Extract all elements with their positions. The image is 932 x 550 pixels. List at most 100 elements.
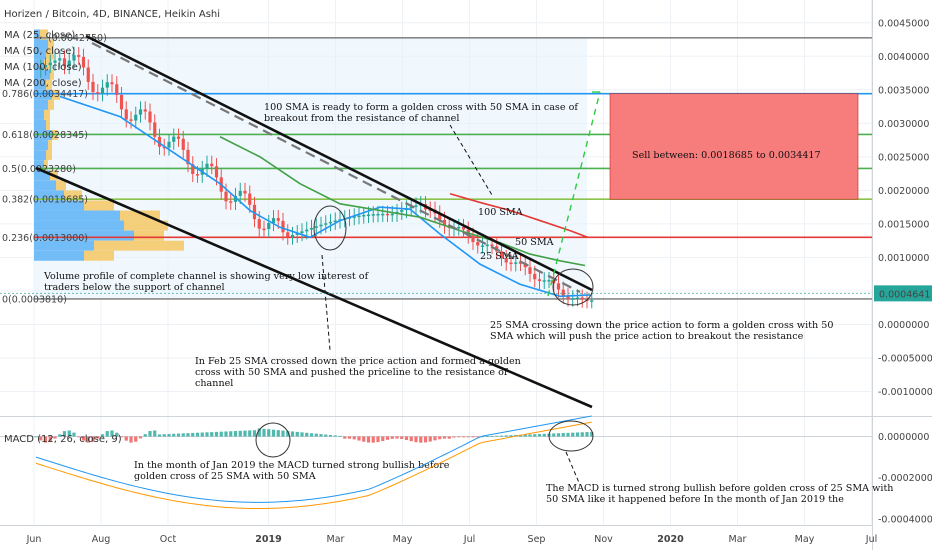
candle-body bbox=[381, 213, 385, 216]
annotation-text: channel bbox=[195, 378, 233, 389]
candle-body bbox=[67, 60, 71, 67]
macd-histogram-bar bbox=[281, 430, 285, 437]
annotation-text: 100 SMA is ready to form a golden cross … bbox=[264, 102, 579, 113]
macd-histogram-bar bbox=[210, 432, 214, 437]
candle-body bbox=[205, 163, 209, 169]
vp-bar-yellow bbox=[94, 240, 184, 251]
macd-histogram-bar bbox=[452, 436, 456, 438]
macd-histogram-bar bbox=[485, 436, 489, 437]
macd-histogram-bar bbox=[295, 431, 299, 437]
macd-histogram-bar bbox=[39, 436, 43, 441]
macd-histogram-bar bbox=[181, 433, 185, 437]
sell-zone-label: Sell between: 0.0018685 to 0.0034417 bbox=[632, 150, 821, 161]
macd-histogram-bar bbox=[129, 436, 133, 443]
candle-body bbox=[442, 219, 447, 226]
vp-bar-blue bbox=[34, 250, 84, 261]
price-tick: 0.0040000 bbox=[878, 52, 929, 63]
time-tick: May bbox=[795, 534, 815, 545]
macd-histogram-bar bbox=[143, 434, 147, 437]
candle-body bbox=[537, 279, 542, 282]
pointer-feb bbox=[321, 254, 331, 351]
vp-bar-yellow bbox=[48, 140, 52, 151]
macd-histogram-bar bbox=[381, 436, 385, 442]
macd-histogram-bar bbox=[347, 436, 352, 439]
macd-histogram-bar bbox=[115, 432, 119, 437]
candle-body bbox=[167, 141, 171, 148]
candle-body bbox=[129, 119, 133, 121]
candle-body bbox=[409, 206, 413, 209]
macd-histogram-bar bbox=[105, 431, 109, 437]
vp-bar-blue bbox=[34, 230, 134, 241]
vp-bar-yellow bbox=[124, 220, 168, 231]
candle-body bbox=[96, 92, 100, 94]
fib-top-label: (0.0042750) bbox=[48, 33, 107, 44]
annotation-text: In Feb 25 SMA crossed down the price act… bbox=[195, 356, 521, 367]
vp-bar-yellow bbox=[84, 200, 114, 211]
ma-legend-item: MA (50, close) bbox=[4, 46, 75, 57]
macd-line bbox=[35, 415, 592, 503]
macd-histogram-bar bbox=[91, 436, 95, 442]
sell-zone[interactable] bbox=[609, 93, 859, 200]
macd-signal-line bbox=[35, 421, 592, 510]
candle-body bbox=[124, 109, 128, 120]
ma-legend-item: MA (25, close) bbox=[4, 30, 75, 41]
candle-body bbox=[48, 62, 52, 66]
candle-body bbox=[504, 258, 508, 263]
macd-histogram-bar bbox=[238, 430, 242, 437]
macd-histogram-bar bbox=[262, 428, 266, 437]
vp-bar-yellow bbox=[46, 79, 52, 90]
annotation-text: cross with 50 SMA and pushed the priceli… bbox=[195, 367, 509, 378]
candle-body bbox=[39, 67, 43, 70]
macd-histogram-bar bbox=[219, 431, 223, 437]
vp-bar-blue bbox=[34, 200, 84, 211]
price-tick: 0.0025000 bbox=[878, 152, 929, 163]
macd-histogram-bar bbox=[371, 436, 375, 443]
macd-histogram-bar bbox=[172, 433, 176, 437]
candle-body bbox=[533, 273, 537, 280]
macd-histogram-bar bbox=[48, 436, 52, 442]
macd-histogram-bar bbox=[566, 432, 570, 437]
macd-histogram-bar bbox=[471, 436, 475, 438]
macd-histogram-bar bbox=[191, 432, 195, 437]
candle-body bbox=[281, 220, 285, 233]
annotation-text: SMA which will push the price action to … bbox=[490, 331, 804, 342]
channel-support bbox=[35, 166, 593, 409]
candle-body bbox=[110, 82, 114, 85]
time-tick: Nov bbox=[594, 534, 613, 545]
current-price-badge bbox=[874, 285, 932, 302]
annotation-text: The MACD is turned strong bullish before… bbox=[546, 483, 893, 494]
vp-bar-blue bbox=[34, 190, 64, 201]
macd-histogram-bar bbox=[357, 436, 361, 441]
candle-body bbox=[509, 262, 513, 265]
candle-body bbox=[267, 223, 271, 230]
vp-bar-yellow bbox=[46, 119, 50, 130]
macd-histogram-bar bbox=[414, 436, 418, 443]
annotation-text: traders below the support of channel bbox=[44, 282, 225, 293]
macd-histogram-bar bbox=[362, 436, 366, 442]
macd-histogram-bar bbox=[53, 436, 57, 439]
candle-body bbox=[210, 163, 214, 167]
vp-bar-yellow bbox=[84, 250, 114, 261]
vp-bar-yellow bbox=[56, 180, 66, 191]
drawings bbox=[35, 34, 601, 409]
candle-body bbox=[590, 300, 594, 302]
macd-histogram-bar bbox=[390, 436, 394, 439]
candle-body bbox=[490, 244, 494, 247]
candle-body bbox=[566, 295, 570, 299]
candle-body bbox=[105, 82, 109, 88]
time-tick: Aug bbox=[92, 534, 111, 545]
vp-bar-yellow bbox=[44, 160, 48, 171]
candle-body bbox=[53, 60, 57, 63]
fib-label: 0.618(0.0028345) bbox=[2, 130, 88, 141]
candle-body bbox=[243, 190, 247, 194]
vp-bar-yellow bbox=[40, 29, 48, 40]
macd-histogram-bar bbox=[81, 436, 86, 441]
macd-histogram-bar bbox=[134, 436, 138, 442]
candle-body bbox=[438, 213, 442, 220]
candle-body bbox=[333, 220, 337, 223]
macd-histogram-bar bbox=[409, 436, 413, 442]
macd-histogram-bar bbox=[186, 433, 190, 437]
macd-histogram-bar bbox=[248, 430, 252, 437]
moving-averages bbox=[59, 95, 591, 298]
macd-histogram-bar bbox=[499, 435, 504, 437]
